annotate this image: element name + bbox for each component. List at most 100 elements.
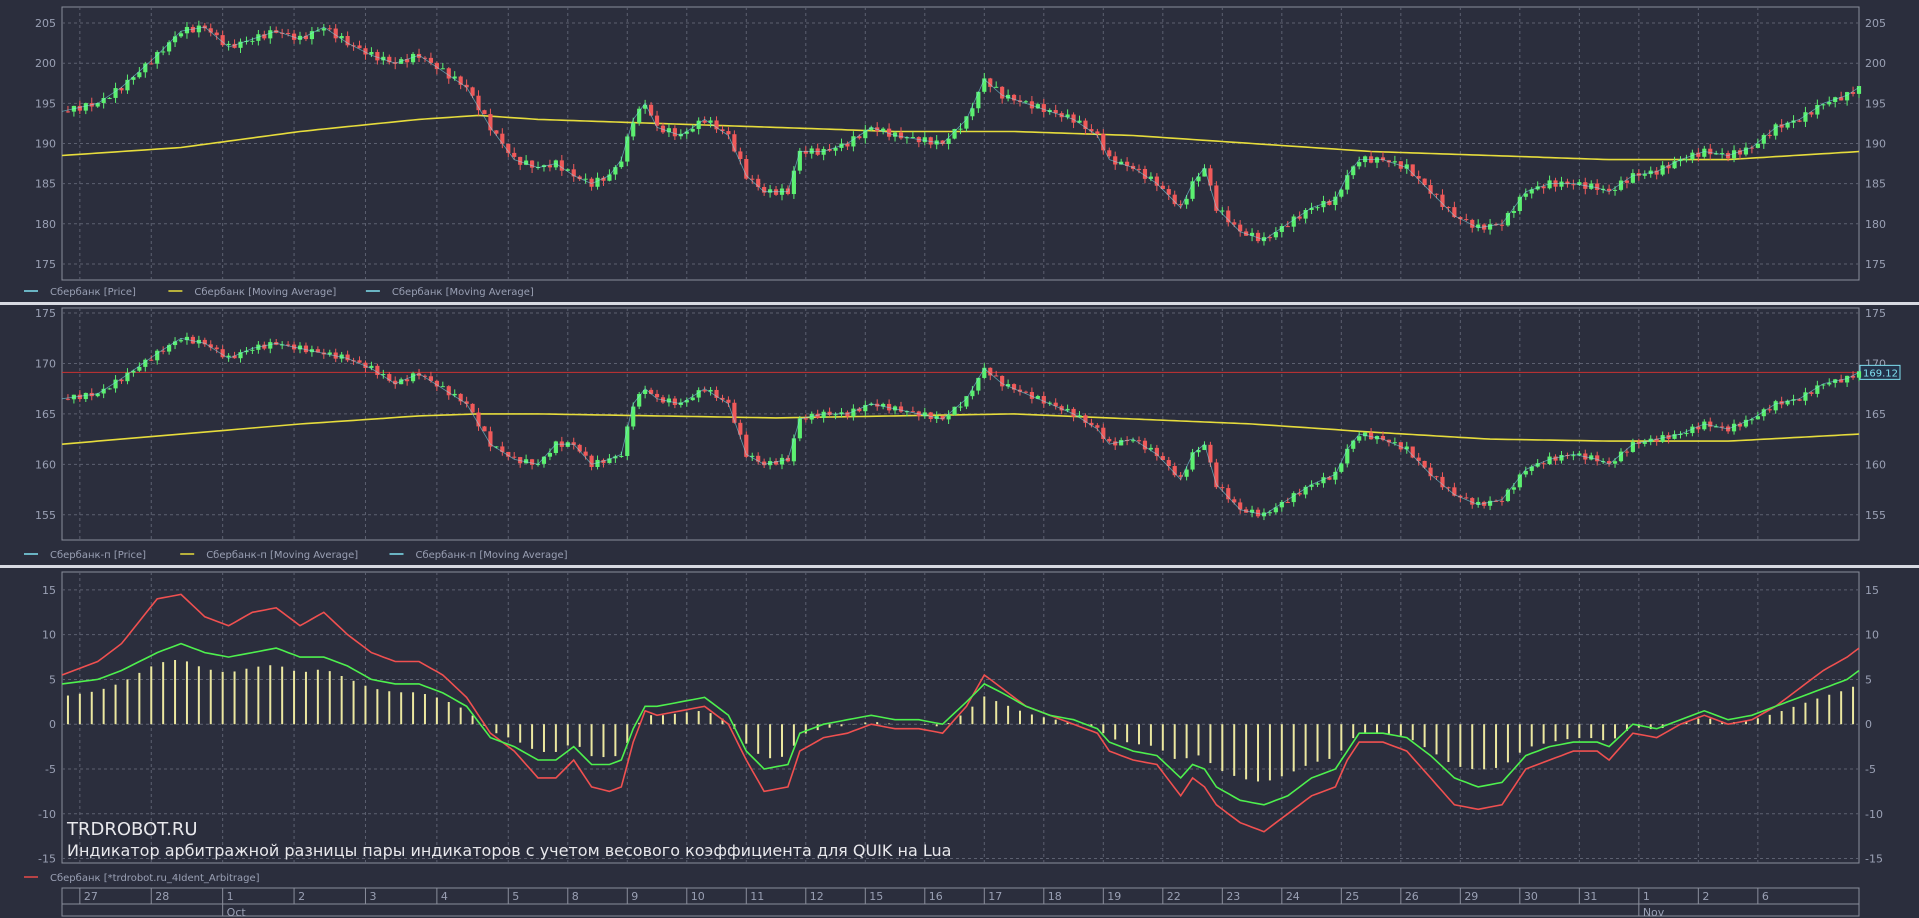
candle-body xyxy=(137,366,142,371)
candle-body xyxy=(446,68,451,79)
candle-body xyxy=(1529,466,1534,471)
y-tick-label-left: 190 xyxy=(35,138,56,151)
candle-body xyxy=(494,130,499,134)
candle-body xyxy=(970,390,975,397)
candle-body xyxy=(1529,189,1534,194)
candle-body xyxy=(1142,440,1148,450)
candle-body xyxy=(1755,143,1760,148)
candle-body xyxy=(1487,500,1493,506)
candle-body xyxy=(464,401,469,404)
candle-body xyxy=(1291,216,1296,227)
y-tick-label-right: 155 xyxy=(1865,509,1886,522)
candle-body xyxy=(1850,92,1856,94)
candle-body xyxy=(744,434,749,457)
candle-body xyxy=(1214,462,1219,488)
candle-body xyxy=(696,390,701,398)
candle-body xyxy=(732,402,737,423)
legend-entry: Сбербанк [Moving Average] xyxy=(194,287,336,298)
candle-body xyxy=(226,43,231,46)
candle-body xyxy=(1130,440,1136,442)
candle-body xyxy=(1154,176,1159,186)
candle-body xyxy=(1238,224,1243,232)
candle-body xyxy=(1541,463,1546,465)
candle-body xyxy=(369,365,374,368)
candle-body xyxy=(1363,432,1368,437)
candle-body xyxy=(773,461,779,465)
candle-body xyxy=(1041,396,1046,404)
candle-body xyxy=(214,347,219,350)
x-tick-label: 9 xyxy=(631,890,638,903)
y-tick-label-right: 10 xyxy=(1865,629,1879,642)
candle-body xyxy=(196,25,201,33)
candle-body xyxy=(1065,408,1070,411)
candle-body xyxy=(654,393,660,398)
watermark-title: TRDROBOT.RU xyxy=(66,819,198,840)
x-tick-label: 2 xyxy=(298,890,305,903)
price-panel-1[interactable]: 175 175 180 180 185 185 190 190 195 195 200 200 205 2… xyxy=(24,6,1886,298)
candle-body xyxy=(1440,476,1445,488)
candle-body xyxy=(1184,469,1189,477)
legend-entry: Сбербанк-п [Price] xyxy=(50,550,146,561)
candle-body xyxy=(1672,161,1677,169)
candle-body xyxy=(238,352,243,359)
legend-entry: Сбербанк [Price] xyxy=(50,287,136,298)
candle-body xyxy=(1702,421,1707,430)
candle-body xyxy=(672,398,677,405)
candle-body xyxy=(827,411,832,415)
candle-body xyxy=(964,396,969,407)
candle-body xyxy=(500,133,505,144)
candle-body xyxy=(1523,470,1528,475)
candle-body xyxy=(750,455,755,457)
chart-panels: 175 175 180 180 185 185 190 190 195 195 200 200 205 2… xyxy=(0,6,1919,884)
x-tick-label: 17 xyxy=(988,890,1002,903)
candle-body xyxy=(1291,493,1296,503)
candle-body xyxy=(720,397,725,400)
x-tick-label: 4 xyxy=(441,890,448,903)
candle-body xyxy=(559,160,564,171)
candle-body xyxy=(863,129,868,139)
candle-body xyxy=(1737,423,1743,427)
candle-body xyxy=(1059,406,1064,411)
candle-body xyxy=(1315,483,1320,485)
candle-body xyxy=(726,131,731,135)
x-tick-label: 30 xyxy=(1524,890,1538,903)
candle-body xyxy=(524,160,529,165)
candle-body xyxy=(333,28,338,39)
candle-body xyxy=(1309,484,1314,487)
candle-body xyxy=(1464,219,1469,221)
candle-body xyxy=(1660,435,1665,442)
candle-body xyxy=(994,86,999,88)
candle-body xyxy=(851,408,856,417)
candle-body xyxy=(1797,120,1802,122)
candle-body xyxy=(1654,438,1659,442)
candle-body xyxy=(649,104,654,116)
candle-body xyxy=(1006,384,1011,387)
candle-body xyxy=(702,120,707,123)
candle-body xyxy=(1446,206,1451,208)
candle-body xyxy=(327,352,332,355)
candle-body xyxy=(482,426,487,432)
candle-body xyxy=(1166,460,1171,467)
candle-body xyxy=(286,344,291,346)
candle-body xyxy=(1172,466,1177,476)
candle-body xyxy=(1428,185,1433,194)
arbitrage-indicator-panel[interactable]: -15 -15 -10 -10 -5 -5 0 0 5 5 10 10 15 15 Сбербанк [*t… xyxy=(24,571,1883,884)
candle-body xyxy=(1113,441,1118,446)
candle-body xyxy=(1809,392,1814,394)
candle-body xyxy=(791,170,796,195)
candle-body xyxy=(684,131,689,134)
y-tick-label-left: 175 xyxy=(35,307,56,320)
candle-body xyxy=(1821,384,1826,386)
candle-body xyxy=(208,28,213,33)
candle-body xyxy=(649,389,654,394)
candle-body xyxy=(458,393,463,402)
candle-body xyxy=(589,178,594,187)
candle-body xyxy=(1779,124,1784,128)
candle-body xyxy=(964,116,969,129)
candle-body xyxy=(613,167,618,175)
candle-body xyxy=(666,398,672,403)
candle-body xyxy=(738,422,743,435)
candle-body xyxy=(1731,150,1737,159)
